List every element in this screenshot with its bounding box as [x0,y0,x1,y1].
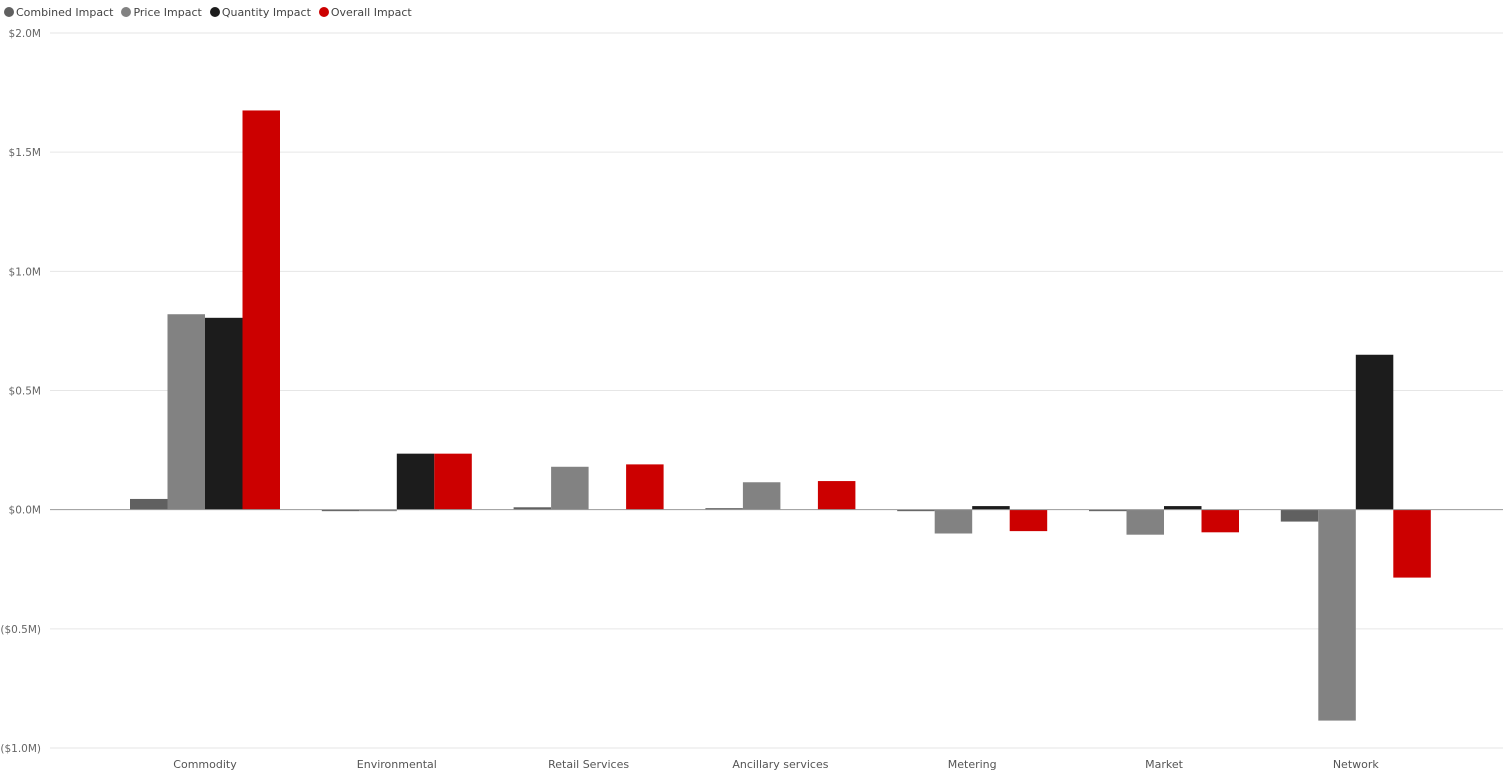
bar-overall-impact [1009,509,1048,532]
y-tick-label: $2.0M [9,28,41,40]
bar-overall-impact [1201,509,1239,533]
bar-quantity-impact [1355,354,1394,510]
bars [130,110,1431,721]
y-tick-label: $0.0M [9,505,41,517]
bar-quantity-impact [972,506,1010,510]
bar-combined-impact [513,507,552,510]
x-category-label: Commodity [173,758,237,771]
x-category-label: Ancillary services [732,758,828,771]
y-tick-label: $1.5M [9,147,41,159]
legend-item-price-impact[interactable]: Price Impact [121,5,202,19]
y-tick-label: ($1.0M) [0,743,41,755]
legend-label: Combined Impact [16,5,114,19]
x-category-label: Retail Services [548,758,629,771]
legend-item-overall-impact[interactable]: Overall Impact [318,5,412,19]
bar-overall-impact [1393,509,1431,578]
bar-overall-impact [626,464,664,510]
legend-label: Quantity Impact [221,5,311,19]
bar-price-impact [1318,509,1356,721]
legend-item-quantity-impact[interactable]: Quantity Impact [209,5,311,19]
y-axis: $2.0M $1.5M $1.0M $0.5M $0.0M ($0.5M) ($1.0M) [0,28,41,755]
bar-quantity-impact [205,317,243,510]
legend-swatch [209,7,220,17]
chart-legend: Combined Impact Price Impact Quantity Im… [4,4,420,20]
bar-price-impact [359,509,397,512]
y-tick-label: $1.0M [9,266,41,278]
legend-label: Overall Impact [330,5,412,19]
x-axis: Commodity Environmental Retail Services Anc… [173,758,1379,771]
bar-overall-impact [434,453,472,510]
bar-combined-impact [130,498,168,510]
bar-combined-impact [705,508,743,510]
x-category-label: Metering [948,758,997,771]
x-category-label: Environmental [357,758,437,771]
legend-item-combined-impact[interactable]: Combined Impact [4,6,113,19]
bar-combined-impact [1089,509,1127,512]
legend-label: Price Impact [133,5,202,19]
bar-quantity-impact [396,453,435,510]
bar-combined-impact [321,509,360,512]
bar-price-impact [167,314,205,510]
legend-swatch [318,7,329,17]
x-category-label: Network [1333,758,1380,771]
bar-quantity-impact [1164,506,1202,510]
bar-overall-impact [817,481,856,510]
y-tick-label: ($0.5M) [0,624,41,636]
bar-price-impact [934,509,973,534]
bar-combined-impact [1280,509,1319,522]
bar-overall-impact [242,110,280,510]
bar-price-impact [551,466,589,510]
bar-price-impact [1126,509,1164,535]
gridlines [50,32,1503,749]
legend-swatch [121,7,132,17]
y-tick-label: $0.5M [9,386,41,398]
x-category-label: Market [1145,758,1183,771]
bar-combined-impact [897,509,935,512]
bar-price-impact [742,482,781,510]
legend-swatch [4,7,14,17]
